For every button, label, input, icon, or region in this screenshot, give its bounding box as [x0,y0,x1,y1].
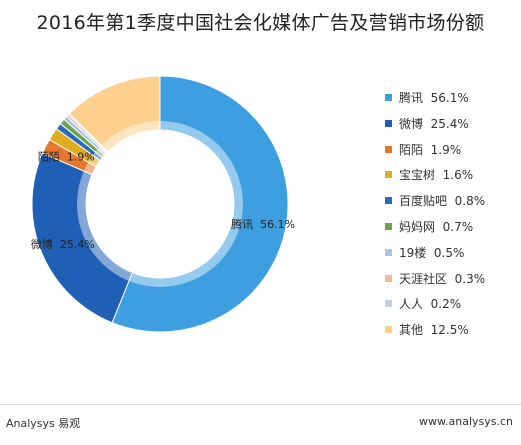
legend-label: 百度贴吧 0.8% [399,194,486,209]
legend-label: 腾讯 56.1% [399,91,469,105]
slice-1 [31,152,133,324]
legend-label: 19楼 0.5% [399,245,465,260]
slice-0 [111,75,289,333]
legend-swatch [385,223,392,230]
inner-ring-highlight [77,121,243,287]
data-label-0: 腾讯 56.1% [231,217,295,231]
data-labels-group: 腾讯 56.1% 微博 25.4% 陌陌 1.9% [31,151,295,251]
footer-url: www.analysys.cn [419,415,513,428]
legend-swatch [385,94,392,101]
footer-brand: Analysys 易观 [6,417,81,430]
slice-9 [68,75,161,153]
legend-label: 人人 0.2% [399,297,462,312]
data-label-2: 陌陌 1.9% [38,151,95,164]
legend-swatch [385,197,392,205]
legend-swatch [385,119,392,127]
legend-swatch [385,300,392,308]
legend-label: 天涯社区 0.3% [399,271,486,286]
slices-group [31,75,289,333]
legend-label: 宝宝树 1.6% [399,168,474,183]
data-label-1: 微博 25.4% [31,237,95,251]
legend-label: 陌陌 1.9% [399,142,462,157]
legend-label: 妈妈网 0.7% [399,220,474,234]
legend-swatch [385,145,392,153]
legend-swatch [385,326,392,334]
chart-title: 2016年第1季度中国社会化媒体广告及营销市场份额 [36,12,485,34]
legend-label: 其他 12.5% [399,323,469,338]
legend-swatch [385,274,392,282]
legend-label: 微博 25.4% [399,116,469,131]
legend-swatch [385,248,392,256]
legend-swatch [385,171,392,179]
footer-divider [0,404,521,405]
